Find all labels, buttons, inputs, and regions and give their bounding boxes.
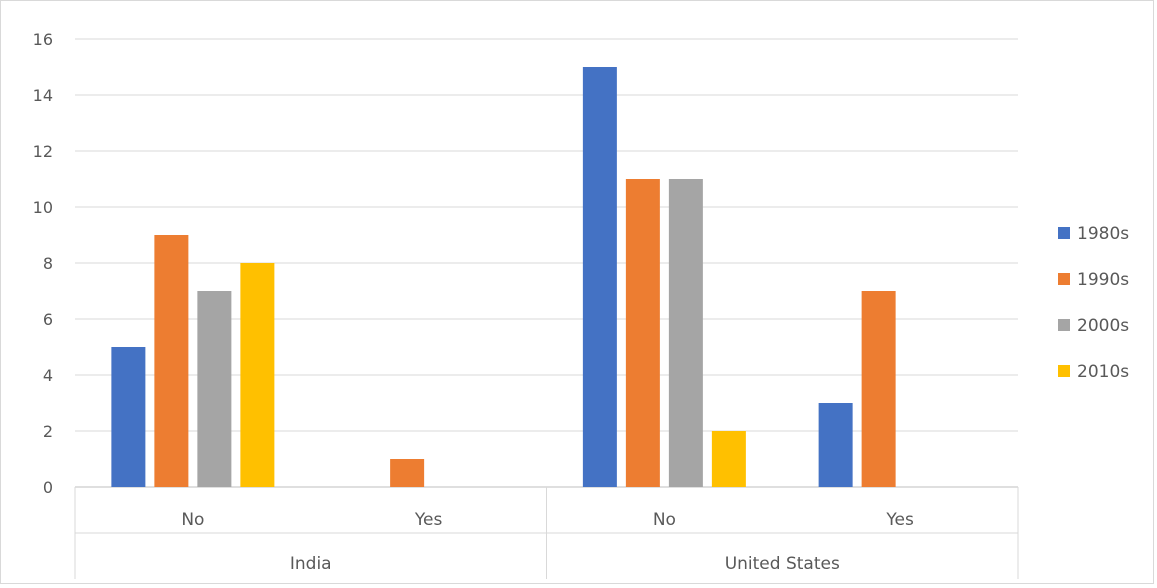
y-tick-label: 14 — [33, 86, 53, 105]
category-label: Yes — [885, 510, 914, 530]
bar-1990s — [625, 179, 660, 487]
legend-swatch — [1058, 273, 1070, 285]
legend-label: 2000s — [1077, 316, 1129, 336]
y-tick-label: 0 — [43, 478, 53, 497]
legend-swatch — [1058, 227, 1070, 239]
y-tick-label: 4 — [43, 366, 53, 385]
bar-1990s — [861, 291, 896, 487]
y-tick-label: 2 — [43, 422, 53, 441]
y-tick-label: 16 — [33, 30, 53, 49]
bars — [111, 67, 896, 487]
bar-1990s — [390, 459, 425, 487]
legend-label: 1980s — [1077, 224, 1129, 244]
bar-1980s — [818, 403, 853, 487]
legend-label: 2010s — [1077, 362, 1129, 382]
bar-1990s — [154, 235, 189, 487]
bar-1980s — [111, 347, 146, 487]
legend-label: 1990s — [1077, 270, 1129, 290]
category-label: Yes — [414, 510, 443, 530]
bar-1980s — [582, 67, 617, 487]
bar-2010s — [240, 263, 275, 487]
y-tick-label: 6 — [43, 310, 53, 329]
y-tick-label: 8 — [43, 254, 53, 273]
category-label: No — [653, 510, 676, 530]
y-tick-label: 12 — [33, 142, 53, 161]
axes: 0 2 4 6 8 10 12 14 16 No Yes No Yes India United State… — [33, 30, 1019, 579]
legend-swatch — [1058, 365, 1070, 377]
bar-2010s — [711, 431, 746, 487]
legend-swatch — [1058, 319, 1070, 331]
gridlines — [75, 38, 1018, 488]
bar-2000s — [197, 291, 232, 487]
bar-2000s — [668, 179, 703, 487]
group-label: India — [290, 554, 332, 574]
category-label: No — [181, 510, 204, 530]
y-tick-label: 10 — [33, 198, 53, 217]
legend: 1980s 1990s 2000s 2010s — [1058, 224, 1129, 382]
group-label: United States — [725, 554, 840, 574]
